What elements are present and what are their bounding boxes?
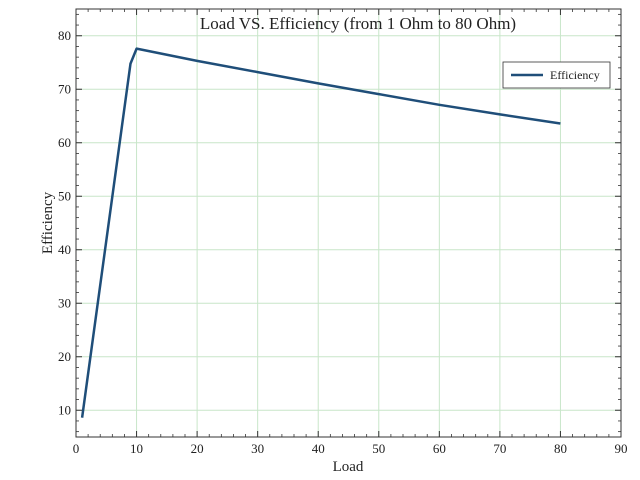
y-tick-label: 60	[58, 135, 71, 150]
y-tick-label: 40	[58, 242, 71, 257]
x-tick-label: 60	[433, 441, 446, 456]
y-tick-label: 80	[58, 28, 71, 43]
series-line-efficiency	[80, 47, 561, 418]
x-tick-label: 40	[312, 441, 325, 456]
y-tick-label: 50	[58, 188, 71, 203]
y-tick-label: 30	[58, 295, 71, 310]
x-tick-label: 10	[130, 441, 143, 456]
x-tick-label: 20	[191, 441, 204, 456]
axis-ticks: 0 10 20 30 40 50 60 70 80 90 10 20 30 40 50 60 70 80	[58, 9, 628, 456]
x-axis-label: Load	[333, 459, 364, 475]
x-tick-label: 90	[615, 441, 628, 456]
legend-label-efficiency: Efficiency	[550, 68, 600, 82]
x-tick-label: 0	[73, 441, 80, 456]
plot-frame	[75, 8, 622, 438]
chart-title: Load VS. Efficiency (from 1 Ohm to 80 Oh…	[200, 14, 516, 33]
x-tick-label: 30	[251, 441, 264, 456]
y-tick-label: 70	[58, 81, 71, 96]
x-tick-label: 70	[493, 441, 506, 456]
grid	[76, 9, 621, 437]
y-tick-label: 10	[58, 402, 71, 417]
x-tick-label: 50	[372, 441, 385, 456]
x-tick-label: 80	[554, 441, 567, 456]
y-tick-label: 20	[58, 349, 71, 364]
y-axis-label: Efficiency	[40, 191, 56, 254]
series-layer	[80, 47, 561, 418]
legend: Efficiency	[502, 61, 611, 89]
